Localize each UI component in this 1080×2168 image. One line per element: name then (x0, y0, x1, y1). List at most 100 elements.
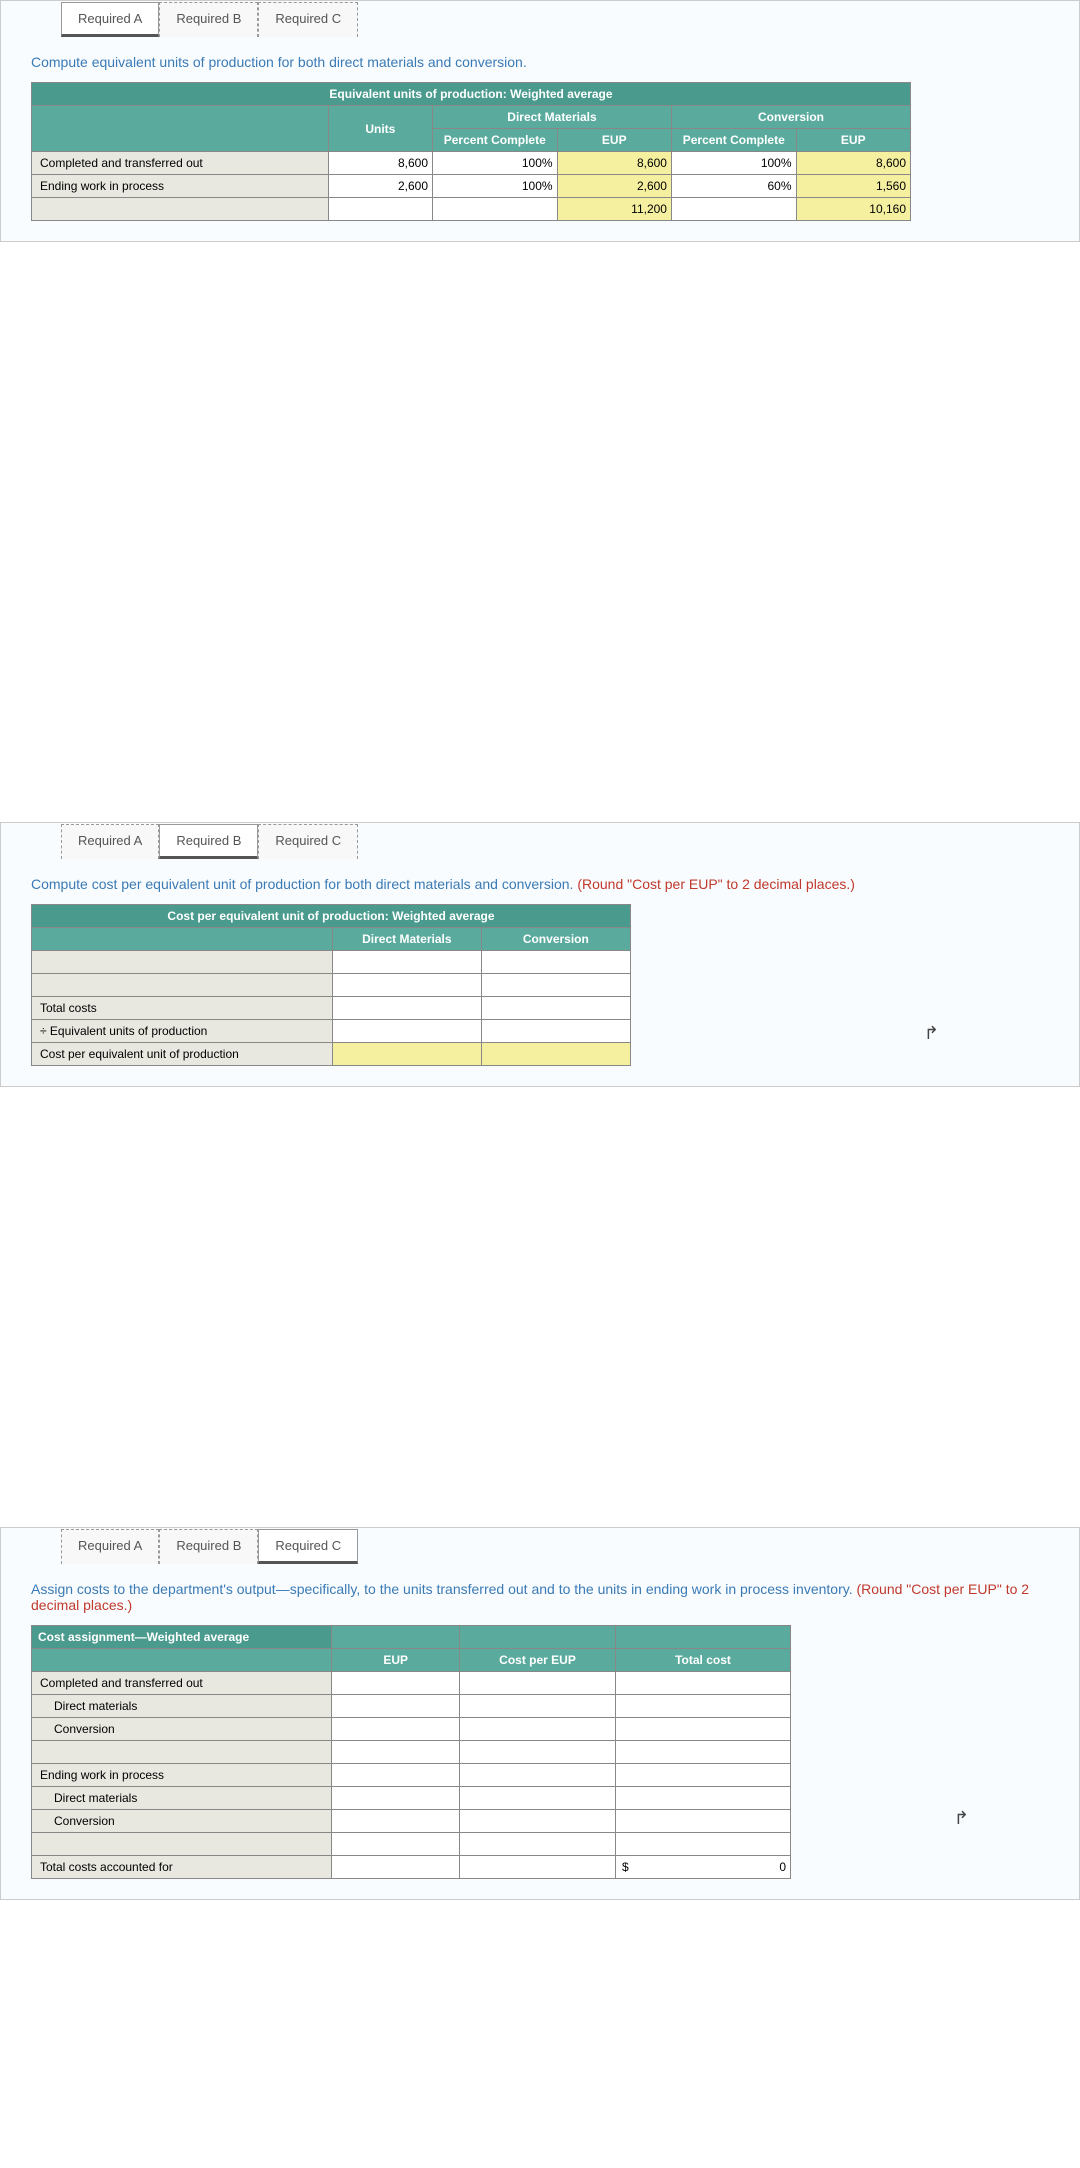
col-blank (32, 928, 333, 951)
tab-required-c[interactable]: Required C (258, 1529, 358, 1564)
cell-input[interactable] (333, 1020, 482, 1043)
cell-input[interactable] (333, 997, 482, 1020)
col-dm: Direct Materials (333, 928, 482, 951)
table-row-total: Total costs accounted for $ 0 (32, 1856, 791, 1879)
cell-input[interactable] (481, 974, 630, 997)
instr-red: (Round "Cost per EUP" to 2 decimal place… (577, 876, 855, 892)
row-label: Total costs (32, 997, 333, 1020)
panel-required-b: Required A Required B Required C Compute… (0, 822, 1080, 1087)
row-label: Direct materials (32, 1787, 332, 1810)
panel-required-a: Required A Required B Required C Compute… (0, 0, 1080, 242)
cell-input[interactable] (481, 951, 630, 974)
cell-result (481, 1043, 630, 1066)
row-label-blank[interactable] (32, 1833, 332, 1856)
tab-required-a[interactable]: Required A (61, 1529, 159, 1564)
col-dm-pct: Percent Complete (433, 129, 558, 152)
tabs-a: Required A Required B Required C (61, 1, 1049, 36)
col-blank (32, 1649, 332, 1672)
instruction-b: Compute cost per equivalent unit of prod… (31, 858, 1049, 904)
row-label[interactable] (32, 951, 333, 974)
tab-required-b[interactable]: Required B (159, 2, 258, 37)
tab-required-c[interactable]: Required C (258, 824, 358, 859)
table-title: Cost assignment—Weighted average (32, 1626, 332, 1649)
cell-input[interactable] (616, 1787, 791, 1810)
cell-cv-pct[interactable]: 60% (671, 175, 796, 198)
row-label: ÷ Equivalent units of production (32, 1020, 333, 1043)
table-row: Direct materials (32, 1695, 791, 1718)
tab-required-c[interactable]: Required C (258, 2, 358, 37)
row-label: Conversion (32, 1718, 332, 1741)
col-dm-eup: EUP (557, 129, 671, 152)
table-row: Cost per equivalent unit of production (32, 1043, 631, 1066)
instr-text: Compute cost per equivalent unit of prod… (31, 876, 577, 892)
col-blank (459, 1626, 615, 1649)
cell-input[interactable] (332, 1810, 460, 1833)
cell-cv-pct[interactable]: 100% (671, 152, 796, 175)
tab-required-a[interactable]: Required A (61, 2, 159, 37)
cell-blank (332, 1856, 460, 1879)
cell-input[interactable] (332, 1787, 460, 1810)
row-label: Total costs accounted for (32, 1856, 332, 1879)
cell-blank (328, 198, 432, 221)
cell-input[interactable] (481, 997, 630, 1020)
cell-input[interactable] (459, 1787, 615, 1810)
cell-input[interactable] (616, 1741, 791, 1764)
cursor-icon: ↱ (924, 1023, 939, 1044)
table-row: Completed and transferred out (32, 1672, 791, 1695)
cell-cv-eup: 8,600 (796, 152, 910, 175)
cell-input[interactable] (459, 1810, 615, 1833)
cell-dm-eup: 2,600 (557, 175, 671, 198)
table-row: Conversion (32, 1718, 791, 1741)
cell-input[interactable] (333, 951, 482, 974)
cell-input[interactable] (616, 1718, 791, 1741)
row-label-blank[interactable] (32, 1741, 332, 1764)
cell-dm-pct[interactable]: 100% (433, 175, 558, 198)
table-row (32, 1833, 791, 1856)
cell-blank (616, 1672, 791, 1695)
cell-blank (459, 1741, 615, 1764)
cell-input[interactable] (459, 1718, 615, 1741)
table-row: Conversion (32, 1810, 791, 1833)
cell-input[interactable] (616, 1695, 791, 1718)
table-row: Ending work in process (32, 1764, 791, 1787)
cell-input[interactable] (616, 1833, 791, 1856)
cell-units[interactable]: 2,600 (328, 175, 432, 198)
cell-input[interactable] (459, 1695, 615, 1718)
tab-required-a[interactable]: Required A (61, 824, 159, 859)
row-label-blank[interactable] (32, 198, 329, 221)
row-label[interactable] (32, 974, 333, 997)
col-cpe: Cost per EUP (459, 1649, 615, 1672)
cell-input[interactable] (481, 1020, 630, 1043)
cell-blank (332, 1833, 460, 1856)
col-cv-pct: Percent Complete (671, 129, 796, 152)
cost-assign-table: Cost assignment—Weighted average EUP Cos… (31, 1625, 791, 1879)
cell-blank (459, 1833, 615, 1856)
table-row: Direct materials (32, 1787, 791, 1810)
cell-blank (616, 1764, 791, 1787)
cell-blank (433, 198, 558, 221)
table-row: ÷ Equivalent units of production (32, 1020, 631, 1043)
cell-total-cv: 10,160 (796, 198, 910, 221)
tab-required-b[interactable]: Required B (159, 1529, 258, 1564)
table-title: Equivalent units of production: Weighted… (32, 83, 911, 106)
cell-dm-eup: 8,600 (557, 152, 671, 175)
cell-total: $ 0 (616, 1856, 791, 1879)
cell-blank (332, 1672, 460, 1695)
row-label: Ending work in process (32, 1764, 332, 1787)
cell-input[interactable] (333, 974, 482, 997)
cell-input[interactable] (332, 1695, 460, 1718)
cell-input[interactable] (332, 1718, 460, 1741)
panel-required-c: Required A Required B Required C Assign … (0, 1527, 1080, 1900)
cell-blank (332, 1741, 460, 1764)
row-label: Completed and transferred out (32, 1672, 332, 1695)
row-label: Conversion (32, 1810, 332, 1833)
total-value: 0 (779, 1860, 786, 1874)
row-label[interactable]: Ending work in process (32, 175, 329, 198)
table-row-total: 11,200 10,160 (32, 198, 911, 221)
tab-required-b[interactable]: Required B (159, 824, 258, 859)
cell-dm-pct[interactable]: 100% (433, 152, 558, 175)
row-label[interactable]: Completed and transferred out (32, 152, 329, 175)
cell-input[interactable] (616, 1810, 791, 1833)
col-tot: Total cost (616, 1649, 791, 1672)
cell-units[interactable]: 8,600 (328, 152, 432, 175)
